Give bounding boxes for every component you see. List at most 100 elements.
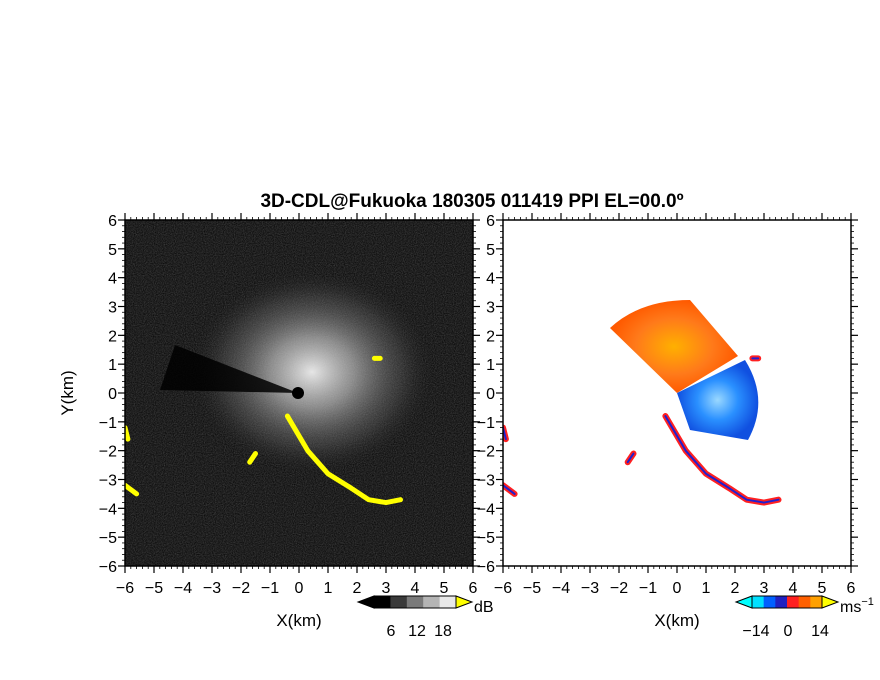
x-tick-label: 2	[353, 580, 362, 597]
reflectivity-axes: −6 −6 −5 −5 −4 −4 −3 −3 −2 −2 −1 −1 0 0 1 1 2 2 3 3 4 4 5 5 6 6	[99, 213, 480, 597]
colorbar-swatch	[763, 596, 776, 608]
y-tick-label: 6	[108, 213, 117, 230]
colorbar-tick-label: 6	[387, 623, 396, 640]
x-tick-label: 6	[847, 580, 856, 597]
colorbar-swatch	[390, 596, 408, 608]
colorbar-swatch	[374, 596, 391, 608]
reflectivity-xlabel: X(km)	[276, 611, 321, 630]
colorbar-unit: ms−1	[840, 596, 874, 616]
x-tick-label: −6	[494, 580, 512, 597]
x-tick-label: 1	[702, 580, 711, 597]
x-tick-label: 4	[789, 580, 798, 597]
colorbar-frame	[373, 595, 457, 609]
clutter-echo	[284, 413, 403, 506]
y-tick-label: −4	[99, 501, 117, 518]
colorbar-tick-label: 18	[434, 623, 452, 640]
reflectivity-ylabel: Y(km)	[58, 370, 77, 415]
y-tick-label: −1	[99, 415, 117, 432]
x-tick-label: −5	[523, 580, 541, 597]
velocity-axes: −6 −6 −5 −5 −4 −4 −3 −3 −2 −2 −1 −1 0 0 1 1 2 2 3 3 4 4 5 5 6 6	[477, 213, 858, 597]
x-tick-label: 3	[760, 580, 769, 597]
y-tick-label: 1	[486, 357, 495, 374]
colorbar-swatch	[810, 596, 823, 608]
reflectivity-echo-region	[192, 272, 432, 472]
x-tick-label: −2	[232, 580, 250, 597]
y-tick-label: −5	[99, 530, 117, 547]
x-tick-label: 0	[295, 580, 304, 597]
x-tick-label: −2	[610, 580, 628, 597]
colorbar-under-arrow	[734, 595, 753, 609]
x-tick-label: −6	[116, 580, 134, 597]
x-tick-label: 1	[324, 580, 333, 597]
x-tick-label: 6	[469, 580, 478, 597]
y-tick-label: 2	[486, 328, 495, 345]
figure-title: 3D-CDL@Fukuoka 180305 011419 PPI EL=00.0…	[260, 191, 683, 212]
colorbar-under-arrow	[356, 595, 375, 609]
y-tick-label: 4	[108, 271, 117, 288]
velocity-positive-region	[610, 300, 738, 393]
y-tick-label: 0	[486, 386, 495, 403]
colorbar-swatch	[752, 596, 765, 608]
x-tick-label: 5	[818, 580, 827, 597]
velocity-panel: −6 −6 −5 −5 −4 −4 −3 −3 −2 −2 −1 −1 0 0 1 1 2 2 3 3 4 4 5 5 6 6 X…	[477, 213, 874, 640]
y-tick-label: 3	[486, 300, 495, 317]
y-tick-label: 4	[486, 271, 495, 288]
x-tick-label: −3	[203, 580, 221, 597]
x-tick-label: −4	[552, 580, 570, 597]
x-tick-label: 2	[731, 580, 740, 597]
x-tick-label: 4	[411, 580, 420, 597]
x-tick-label: 5	[440, 580, 449, 597]
y-tick-label: 3	[108, 300, 117, 317]
velocity-clutter-group	[503, 355, 782, 506]
velocity-xlabel: X(km)	[654, 611, 699, 630]
velocity-negative-region	[677, 360, 759, 440]
colorbar-swatch	[775, 596, 788, 608]
colorbar-tick-label: 0	[784, 623, 793, 640]
colorbar-over-arrow	[455, 595, 474, 609]
y-tick-label: 6	[486, 213, 495, 230]
radar-site-marker	[292, 387, 304, 399]
colorbar-tick-label: 12	[408, 623, 426, 640]
colorbar-unit: dB	[474, 599, 494, 616]
y-tick-label: −3	[99, 473, 117, 490]
colorbar-unit-exponent: −1	[861, 596, 874, 608]
y-tick-label: 2	[108, 328, 117, 345]
clutter-echo	[247, 451, 258, 465]
x-tick-label: −4	[174, 580, 192, 597]
y-tick-label: −1	[477, 415, 495, 432]
velocity-clutter-blue	[626, 452, 635, 464]
colorbar-swatch	[787, 596, 800, 608]
velocity-colorbar: −14 0 14 ms−1	[734, 595, 874, 640]
reflectivity-shadow-sector	[160, 345, 298, 393]
colorbar-tick-label: 14	[811, 623, 829, 640]
colorbar-over-arrow	[821, 595, 840, 609]
x-tick-label: −3	[581, 580, 599, 597]
colorbar-swatch	[439, 596, 457, 608]
y-tick-label: −2	[99, 444, 117, 461]
y-tick-label: 0	[108, 386, 117, 403]
x-tick-label: −1	[639, 580, 657, 597]
x-tick-label: −1	[261, 580, 279, 597]
colorbar-swatch	[406, 596, 424, 608]
x-tick-label: 3	[382, 580, 391, 597]
y-tick-label: −6	[99, 559, 117, 576]
y-tick-label: 5	[486, 242, 495, 259]
colorbar-swatch	[798, 596, 811, 608]
y-tick-label: −5	[477, 530, 495, 547]
velocity-clutter-blue	[503, 484, 516, 495]
clutter-echo	[125, 482, 140, 497]
x-tick-label: 0	[673, 580, 682, 597]
x-tick-label: −5	[145, 580, 163, 597]
y-tick-label: −4	[477, 501, 495, 518]
y-tick-label: −2	[477, 444, 495, 461]
colorbar-tick-label: −14	[742, 623, 769, 640]
colorbar-frame	[751, 595, 823, 609]
velocity-clutter-blue	[664, 415, 780, 504]
y-tick-label: 1	[108, 357, 117, 374]
reflectivity-colorbar: 6 12 18 dB	[356, 595, 494, 640]
colorbar-swatch	[423, 596, 441, 608]
y-tick-label: −6	[477, 559, 495, 576]
y-tick-label: −3	[477, 473, 495, 490]
